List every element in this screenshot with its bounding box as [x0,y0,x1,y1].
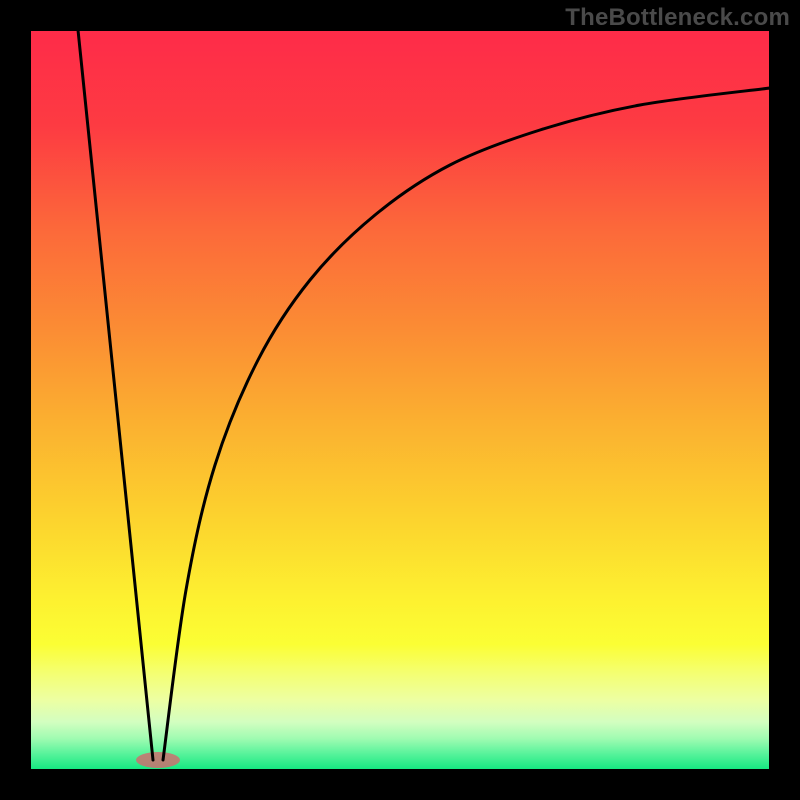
chart-canvas [0,0,800,800]
minimum-marker [136,752,180,768]
plot-background [30,30,770,770]
bottleneck-chart: TheBottleneck.com [0,0,800,800]
watermark-text: TheBottleneck.com [565,4,790,32]
